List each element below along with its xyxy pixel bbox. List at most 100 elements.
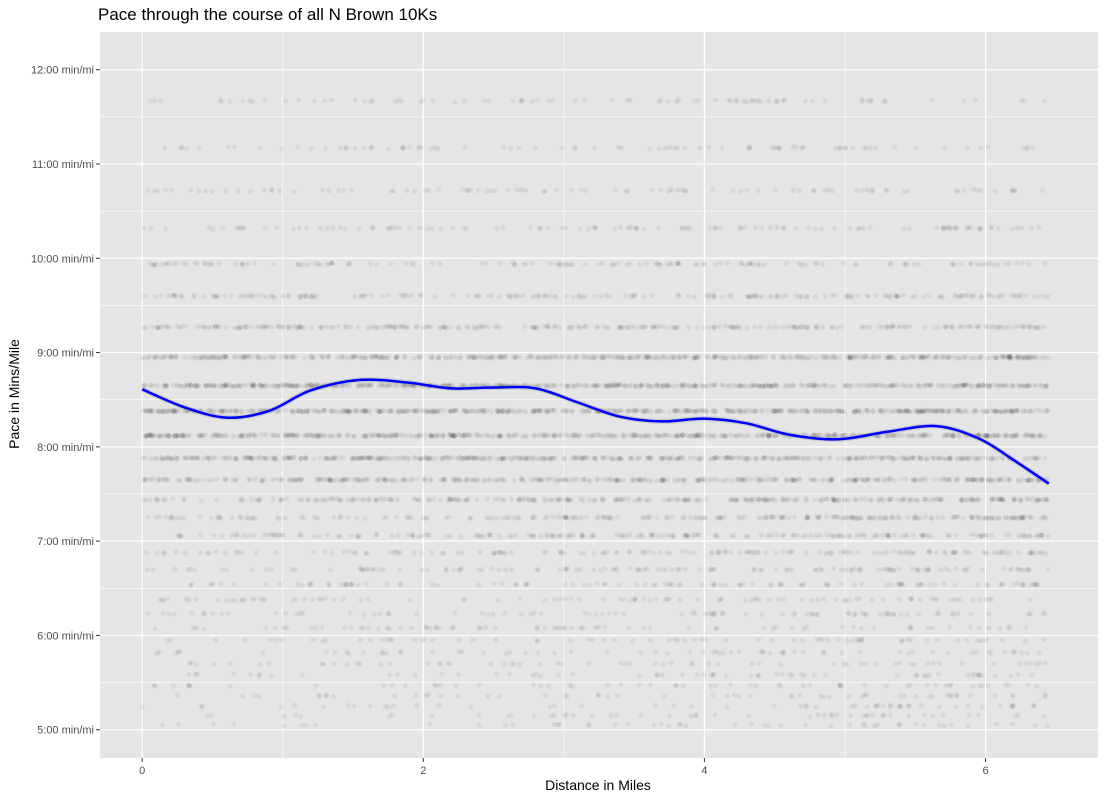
data-point — [606, 325, 612, 331]
data-point — [592, 355, 598, 361]
data-point — [673, 433, 680, 439]
data-point — [308, 325, 314, 331]
data-point — [1012, 433, 1018, 439]
data-point — [901, 292, 907, 298]
data-point — [713, 261, 719, 267]
data-point — [307, 354, 313, 360]
data-point — [509, 567, 515, 573]
data-point — [881, 497, 887, 503]
data-point — [891, 355, 898, 361]
data-point — [702, 476, 708, 482]
data-point — [662, 324, 668, 330]
data-point — [212, 455, 218, 461]
data-point — [1017, 293, 1023, 299]
data-point — [989, 225, 995, 231]
data-point — [571, 433, 577, 439]
data-point — [770, 325, 777, 331]
data-point — [582, 476, 588, 482]
data-point — [847, 355, 854, 361]
data-point — [154, 324, 160, 331]
data-point — [304, 433, 311, 439]
data-point — [1000, 383, 1007, 389]
data-point — [1006, 354, 1012, 360]
data-point — [748, 293, 754, 300]
data-point — [594, 581, 600, 587]
data-point — [622, 533, 629, 539]
data-point — [704, 354, 711, 360]
data-point — [726, 292, 732, 298]
data-point — [238, 324, 244, 330]
data-point — [239, 433, 245, 439]
data-point — [345, 409, 351, 415]
data-point — [298, 476, 304, 483]
data-point — [628, 293, 635, 299]
data-point — [217, 383, 223, 389]
data-point — [824, 581, 830, 587]
data-point — [1018, 225, 1024, 231]
data-point — [218, 581, 224, 587]
data-point — [854, 354, 860, 360]
data-point — [943, 324, 949, 330]
data-point — [197, 432, 203, 439]
data-point — [596, 515, 602, 521]
data-point — [766, 324, 772, 330]
data-point — [285, 292, 292, 298]
data-point — [312, 261, 318, 267]
data-point — [673, 325, 679, 331]
data-point — [583, 187, 589, 194]
data-point — [810, 98, 816, 104]
data-point — [513, 532, 519, 538]
data-point — [464, 187, 470, 193]
data-point — [216, 323, 222, 330]
data-point — [920, 354, 926, 360]
data-point — [872, 550, 878, 556]
data-point — [1019, 323, 1025, 330]
data-point — [203, 354, 209, 361]
data-point — [486, 98, 492, 104]
data-point — [400, 145, 406, 151]
data-point — [1031, 293, 1038, 299]
data-point — [574, 456, 580, 462]
data-point — [662, 145, 668, 151]
data-point — [1017, 497, 1023, 503]
data-point — [657, 261, 663, 268]
data-point — [638, 549, 645, 555]
data-point — [1026, 355, 1032, 361]
data-point — [521, 478, 527, 484]
data-point — [753, 293, 759, 299]
data-point — [389, 533, 395, 539]
data-point — [1036, 325, 1042, 331]
data-point — [486, 292, 492, 298]
data-point — [247, 455, 253, 461]
data-point — [324, 324, 330, 330]
data-point — [977, 226, 984, 232]
data-point — [912, 293, 919, 299]
data-point — [658, 187, 664, 193]
data-point — [766, 433, 772, 439]
data-point — [756, 549, 762, 555]
data-point — [797, 294, 803, 300]
data-point — [861, 144, 867, 150]
data-point — [730, 325, 736, 331]
data-point — [192, 567, 198, 573]
data-point — [570, 581, 576, 588]
data-point — [456, 325, 462, 331]
data-point — [871, 515, 877, 521]
data-point — [404, 324, 410, 331]
data-point — [541, 293, 548, 299]
data-point — [1042, 355, 1048, 361]
data-point — [691, 98, 697, 104]
data-point — [242, 323, 248, 329]
data-point — [454, 455, 460, 461]
data-point — [577, 566, 583, 572]
data-point — [990, 324, 997, 330]
data-point — [755, 515, 762, 521]
data-point — [768, 514, 775, 520]
data-point — [301, 324, 307, 331]
data-point — [1039, 188, 1045, 194]
data-point — [337, 145, 343, 151]
data-point — [273, 549, 279, 556]
data-point — [799, 145, 805, 151]
data-point — [159, 262, 165, 268]
data-point — [722, 582, 728, 588]
